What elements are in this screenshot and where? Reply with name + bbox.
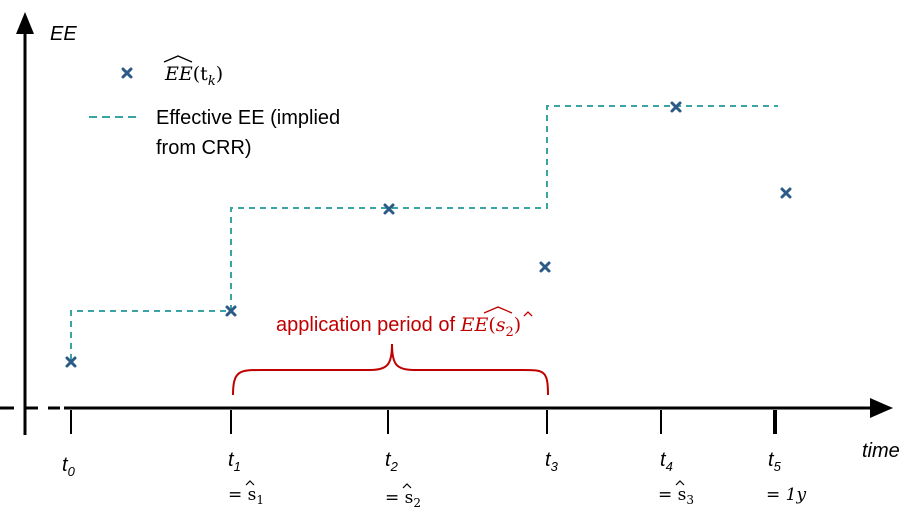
tick-eq-t4-hat: [675, 480, 685, 486]
tick-label-t0: t0: [62, 454, 76, 479]
ee-marker: [383, 203, 395, 215]
legend-marker-icon: [121, 67, 133, 79]
tick-eq-t1: = s1: [228, 485, 264, 507]
y-axis-arrowhead: [16, 12, 34, 34]
legend-line-label-continued: from CRR): [156, 137, 252, 159]
tick-label-t4: t4: [660, 449, 673, 474]
effective-ee-step-line: [70, 105, 778, 360]
application-period-label: application period of EE(s2): [276, 314, 521, 340]
y-axis-label: EE: [50, 23, 77, 45]
ee-marker: [225, 305, 237, 317]
tick-eq-t1-hat: [245, 480, 255, 486]
tick-label-t3: t3: [545, 449, 559, 474]
ee-marker: [65, 356, 77, 368]
tick-eq-t5: = 1y: [766, 485, 806, 505]
ee-marker: [780, 187, 792, 199]
ee-marker: [539, 261, 551, 273]
legend-line-label: Effective EE (implied: [156, 107, 340, 129]
tick-eq-t2-hat: [402, 483, 412, 489]
tick-label-t2: t2: [385, 449, 399, 474]
tick-eq-t4: = s3: [658, 485, 694, 507]
application-period-brace: [232, 343, 549, 396]
x-axis-label: time: [862, 440, 900, 462]
legend-marker-label-hat: [163, 55, 193, 63]
ee-marker: [670, 101, 682, 113]
tick-label-t1: t1: [228, 449, 241, 474]
legend: EE(tk) Effective EE (implied from CRR): [89, 55, 340, 159]
x-axis-arrowhead: [870, 398, 893, 418]
tick-label-t5: t5: [768, 449, 782, 474]
legend-marker-label: EE(tk): [164, 63, 223, 89]
application-period-hat-ee: [483, 306, 513, 314]
application-period-hat-s: [523, 311, 533, 317]
tick-eq-t2: = s2: [385, 488, 421, 507]
